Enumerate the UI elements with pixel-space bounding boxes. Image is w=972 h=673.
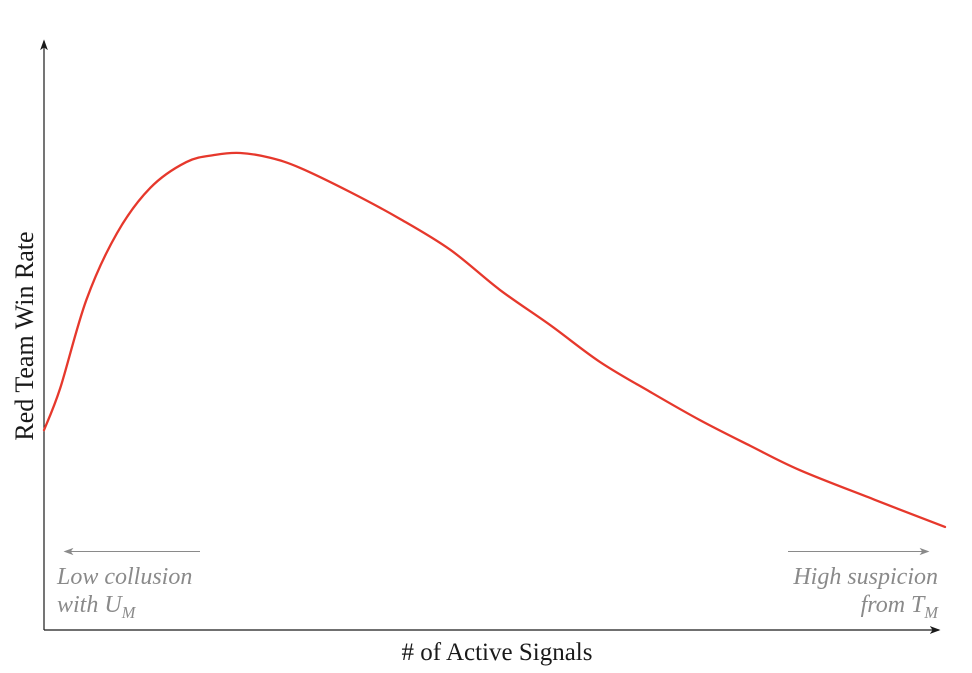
annotation-low-line2-prefix: with bbox=[57, 592, 105, 618]
annotation-low-line1: Low collusion bbox=[57, 564, 193, 590]
y-axis-label: Red Team Win Rate bbox=[10, 231, 39, 441]
annotation-low-variable: U bbox=[104, 592, 122, 618]
annotation-high-line2-prefix: from bbox=[860, 592, 912, 618]
annotation-high-line1: High suspicion bbox=[793, 564, 938, 590]
annotation-low-line2: with UM bbox=[57, 591, 192, 627]
annotation-high-subscript: M bbox=[924, 602, 938, 622]
annotation-high-variable: T bbox=[911, 592, 925, 618]
annotation-low-subscript: M bbox=[121, 602, 136, 622]
annotation-high-suspicion: High suspicion from TM bbox=[793, 563, 938, 627]
annotation-high-line2: from TM bbox=[793, 591, 938, 627]
annotation-low-collusion: Low collusion with UM bbox=[57, 563, 192, 627]
x-axis-label: # of Active Signals bbox=[401, 639, 593, 666]
win-rate-curve bbox=[42, 151, 947, 529]
